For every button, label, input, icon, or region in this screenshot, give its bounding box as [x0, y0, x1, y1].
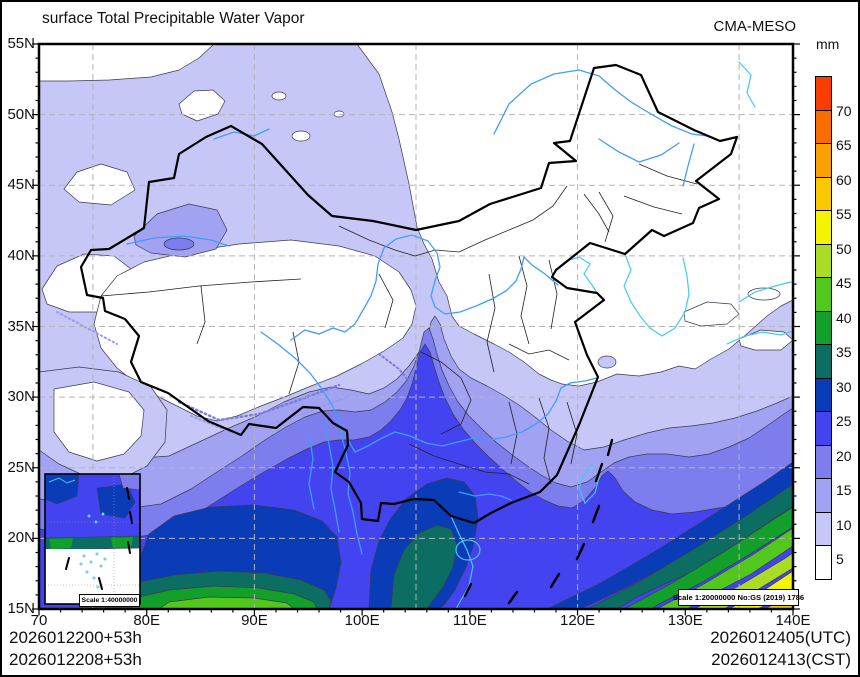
korea-coast	[623, 253, 690, 337]
lon-tick-label: 100E	[344, 612, 380, 629]
colorbar-tick-label: 20	[836, 447, 852, 464]
tarim-band-15	[163, 237, 195, 251]
nine-dash-line	[463, 438, 614, 605]
lon-tick-label: 70	[30, 612, 48, 629]
lon-tick-label: 110E	[452, 612, 487, 629]
vietnam-coast	[450, 515, 474, 609]
lon-tick-label: 80E	[133, 612, 161, 629]
lon-tick-label: 120E	[560, 612, 596, 629]
lat-tick-label: 35N	[7, 317, 35, 335]
lat-tick-label: 20N	[7, 529, 35, 547]
inset-scale-label: Scale 1:40000000	[79, 594, 140, 607]
valid-time-cst: 2026012413(CST)	[711, 650, 851, 669]
colorbar-swatch	[815, 176, 832, 211]
coast-moist-patch	[597, 355, 617, 369]
colorbar-tick-label: 5	[836, 551, 844, 567]
colorbar-tick-label: 25	[836, 413, 852, 429]
band-35-40-diag	[623, 506, 793, 609]
lat-tick-label: 40N	[7, 246, 35, 264]
china-border	[79, 63, 739, 525]
rivers	[126, 69, 708, 555]
yangtze-river	[260, 331, 598, 453]
lat-tick-label: 55N	[7, 35, 35, 52]
colorbar-swatch	[815, 511, 832, 546]
run-time-cst: 2026012208+53h	[9, 650, 142, 669]
dry-white-regions	[39, 44, 793, 422]
band-25-30-diag	[546, 461, 793, 609]
valid-time-labels: 2026012405(UTC) 2026012413(CST)	[710, 627, 851, 671]
lon-tick-label: 90E	[241, 612, 268, 629]
colorbar	[815, 76, 832, 580]
model-name-label: CMA-MESO	[713, 18, 797, 35]
colorbar-tick-label: 40	[836, 309, 852, 326]
lon-tick-label: 140E	[775, 612, 811, 629]
colorbar-swatch	[815, 210, 832, 245]
colorbar-swatch	[815, 243, 832, 278]
colorbar-tick-label: 35	[836, 344, 852, 360]
lat-tick-label: 50N	[7, 105, 35, 123]
valid-time-utc: 2026012405(UTC)	[710, 628, 851, 647]
hainan-island	[455, 539, 481, 561]
colorbar-swatch	[815, 444, 832, 479]
colorbar-tick-label: 30	[836, 378, 852, 395]
lon-tick-label: 130E	[667, 612, 703, 629]
colorbar-tick-label: 10	[836, 516, 852, 533]
colorbar-tick-label: 15	[836, 482, 852, 498]
lat-tick-label: 15N	[7, 600, 35, 617]
colorbar-swatch	[815, 344, 832, 379]
page-title: surface Total Precipitable Water Vapor	[42, 10, 305, 27]
colorbar-tick-label: 50	[836, 240, 852, 257]
colorbar-swatch	[815, 277, 832, 312]
run-time-labels: 2026012200+53h 2026012208+53h	[9, 627, 142, 671]
east-dry-islands	[683, 287, 793, 351]
plot-frame	[37, 42, 795, 611]
run-time-utc: 2026012200+53h	[9, 628, 142, 647]
colorbar-tick-label: 60	[836, 171, 852, 188]
taiwan-island	[578, 464, 601, 505]
colorbar-swatch	[815, 109, 832, 144]
colorbar-tick-label: 65	[836, 137, 852, 153]
graticule-gridlines	[39, 44, 793, 609]
colorbar-unit-label: mm	[816, 36, 840, 52]
lat-tick-label: 25N	[7, 458, 35, 476]
band-30-35-diag	[586, 483, 793, 609]
colorbar-swatch	[815, 411, 832, 446]
colorbar-tick-label: 45	[836, 275, 852, 291]
lat-tick-label: 30N	[7, 388, 35, 406]
band-30-35-core	[390, 524, 458, 609]
colorbar-swatch	[815, 143, 832, 178]
coastlines	[450, 61, 793, 609]
tarim-band-10	[133, 203, 228, 258]
colorbar-swatch	[815, 310, 832, 345]
india-dry-core	[53, 381, 145, 462]
map-canvas	[32, 42, 800, 616]
scs-inset-map	[45, 474, 140, 604]
colorbar-swatch	[815, 545, 832, 580]
colorbar-swatch	[815, 377, 832, 412]
yellow-river	[290, 234, 559, 341]
map-scale-label: Scale 1:20000000 No:GS (2019) 1786	[673, 589, 804, 606]
pearl-river	[458, 491, 512, 501]
amur-river	[493, 69, 708, 137]
colorbar-swatch	[815, 76, 832, 111]
colorbar-tick-label: 55	[836, 206, 852, 222]
terrain-speckles	[56, 311, 412, 433]
inset-island-dots	[79, 512, 107, 589]
colorbar-swatch	[815, 478, 832, 513]
lat-tick-label: 45N	[7, 176, 35, 194]
colorbar-tick-label: 70	[836, 102, 852, 119]
